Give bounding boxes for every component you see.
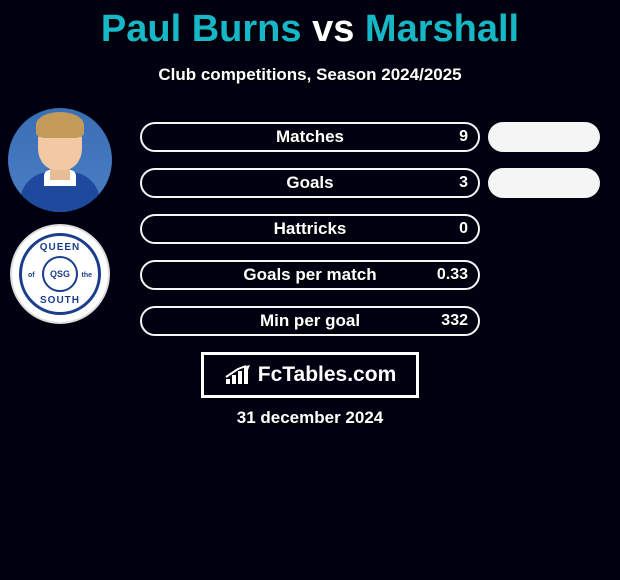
title-player1: Paul Burns [101,8,302,50]
stats-column: Matches9Goals3Hattricks0Goals per match0… [140,122,480,336]
date-text: 31 december 2024 [0,408,620,428]
stat-label: Min per goal [140,306,480,336]
title-vs: vs [312,8,354,50]
crest-ring: QUEEN of QSG the SOUTH [19,233,101,315]
title-player2: Marshall [365,8,519,50]
stat-value-left: 9 [459,122,468,152]
stat-row: Min per goal332 [140,306,480,336]
chart-icon [224,365,252,386]
stat-label: Hattricks [140,214,480,244]
stat-row: Goals3 [140,168,480,198]
brand-box: FcTables.com [201,352,419,398]
club-crest: QUEEN of QSG the SOUTH [10,224,110,324]
left-images: QUEEN of QSG the SOUTH [8,108,112,324]
subtitle: Club competitions, Season 2024/2025 [0,65,620,85]
root: Paul Burns vs Marshall Club competitions… [0,0,620,580]
brand-text: FcTables.com [258,363,397,387]
player-hair [36,112,84,138]
right-pill [488,122,600,152]
stat-row: Goals per match0.33 [140,260,480,290]
stat-row: Matches9 [140,122,480,152]
stat-value-left: 0 [459,214,468,244]
crest-bottom-text: SOUTH [40,295,80,306]
player-photo [8,108,112,212]
stat-label: Matches [140,122,480,152]
crest-right-text: the [82,272,93,279]
stat-value-left: 3 [459,168,468,198]
crest-left-text: of [28,272,35,279]
crest-center-text: QSG [42,256,78,292]
stat-value-left: 332 [441,306,468,336]
crest-top-text: QUEEN [40,242,81,253]
stat-value-left: 0.33 [437,260,468,290]
page-title: Paul Burns vs Marshall [0,0,620,51]
stat-label: Goals per match [140,260,480,290]
right-pill [488,168,600,198]
stat-row: Hattricks0 [140,214,480,244]
stat-label: Goals [140,168,480,198]
